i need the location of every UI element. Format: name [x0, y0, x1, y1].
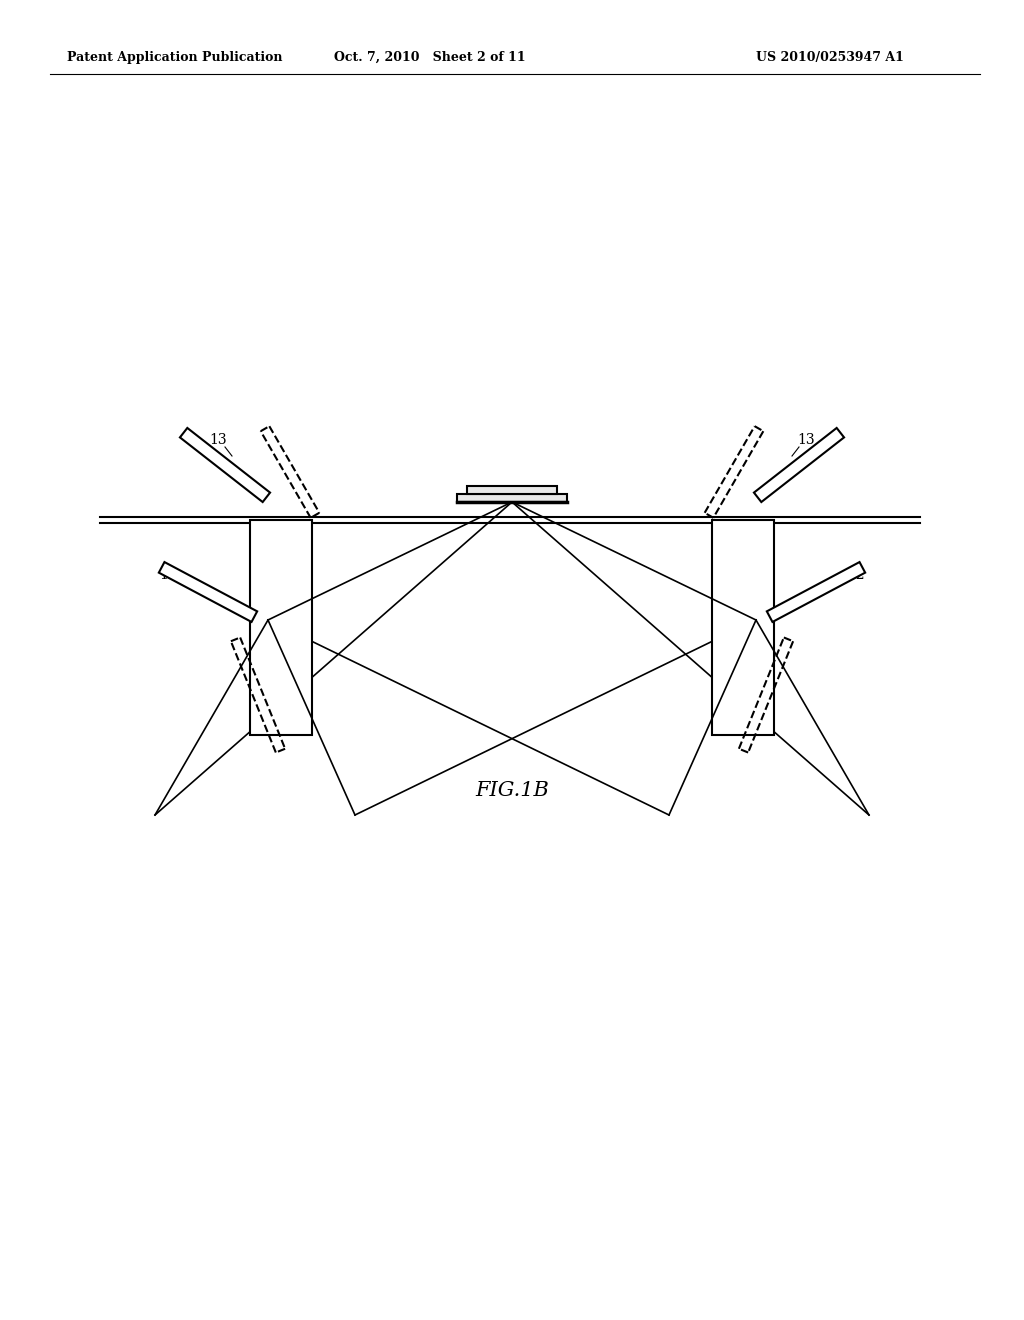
Text: FIG.1B: FIG.1B — [475, 780, 549, 800]
Bar — [250, 520, 312, 735]
Text: 13: 13 — [209, 433, 226, 447]
Polygon shape — [159, 562, 257, 622]
Text: 12: 12 — [159, 568, 177, 582]
Text: US 2010/0253947 A1: US 2010/0253947 A1 — [756, 50, 904, 63]
Text: 13: 13 — [798, 433, 815, 447]
Bar — [457, 494, 567, 502]
Polygon shape — [767, 562, 865, 622]
Polygon shape — [180, 428, 270, 502]
Text: Patent Application Publication: Patent Application Publication — [68, 50, 283, 63]
Bar — [467, 486, 557, 494]
Polygon shape — [754, 428, 844, 502]
Text: Oct. 7, 2010   Sheet 2 of 11: Oct. 7, 2010 Sheet 2 of 11 — [334, 50, 525, 63]
Text: 12: 12 — [847, 568, 865, 582]
Bar — [712, 520, 774, 735]
